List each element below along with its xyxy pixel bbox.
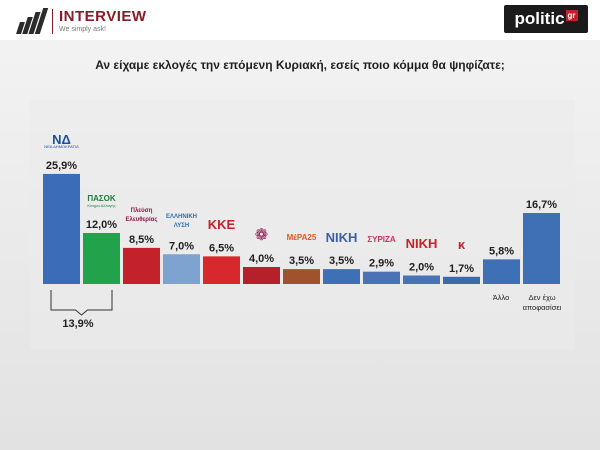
bar-3 (163, 254, 200, 284)
bar-8 (363, 271, 400, 284)
bar-0 (43, 173, 80, 284)
party-logo-text-3: ΕΛΛΗΝΙΚΗ ΛΥΣΗ (165, 214, 197, 230)
party-logo-0: ΝΔ ΝΕΑ ΔΗΜΟΚΡΑΤΙΑ (41, 128, 82, 156)
party-logo-3: ΕΛΛΗΝΙΚΗ ΛΥΣΗ (161, 208, 202, 236)
party-logo-sub-1: Κίνημα Αλλαγής (87, 203, 116, 208)
bar-5 (243, 267, 280, 284)
value-label-4: 6,5% (209, 242, 234, 254)
party-logo-text-1: ΠΑΣΟΚ (87, 194, 116, 203)
bar-2 (123, 247, 160, 284)
politic-logo: politic gr (504, 5, 588, 33)
party-logo-text-9: ΝΙΚΗ (405, 236, 438, 251)
value-label-10: 1,7% (449, 263, 474, 275)
category-label-other: Άλλο (492, 293, 510, 302)
value-label-1: 12,0% (86, 219, 117, 231)
party-logo-5: ❁ (241, 221, 282, 249)
bar-10 (443, 276, 480, 284)
bar-6 (283, 269, 320, 284)
bar-9 (403, 275, 440, 284)
value-label-2: 8,5% (129, 234, 154, 246)
party-logo-9: ΝΙΚΗ (401, 230, 442, 258)
party-logo-sub-0: ΝΕΑ ΔΗΜΟΚΡΑΤΙΑ (44, 143, 79, 149)
brand-title: INTERVIEW (59, 7, 147, 25)
party-logo-2: Πλεύση Ελευθερίας (121, 202, 162, 230)
publisher-name: politic (514, 9, 565, 28)
value-label-9: 2,0% (409, 262, 434, 274)
value-label-8: 2,9% (369, 258, 394, 270)
survey-question: Αν είχαμε εκλογές την επόμενη Κυριακή, ε… (95, 58, 505, 72)
header: INTERVIEW We simply ask! politic gr (0, 0, 600, 40)
brand-subtitle: We simply ask! (59, 25, 106, 33)
party-logo-8: ΣΥΡΙΖΑ (361, 226, 402, 254)
interview-logo: INTERVIEW We simply ask! (16, 6, 147, 36)
party-logo-text-4: ΚΚΕ (207, 216, 236, 232)
party-logo-text-7: ΝΙΚΗ (325, 229, 358, 245)
party-logo-text-2: Πλεύση Ελευθερίας (125, 207, 158, 223)
value-label-11: 5,8% (489, 245, 514, 257)
value-label-3: 7,0% (169, 240, 194, 252)
value-label-12: 16,7% (526, 199, 557, 211)
value-label-6: 3,5% (289, 255, 314, 267)
bar-1 (83, 233, 120, 284)
bar-12 (523, 213, 560, 284)
party-logo-text-10: κ (457, 237, 466, 253)
party-logo-text-8: ΣΥΡΙΖΑ (367, 235, 396, 245)
party-logo-text-6: ΜέΡΑ25 (286, 232, 317, 242)
publisher-suffix: gr (565, 9, 578, 21)
party-logo-7: ΝΙΚΗ (321, 223, 362, 251)
value-label-7: 3,5% (329, 255, 354, 267)
chart-panel (30, 100, 575, 350)
bracket-total-label: 13,9% (62, 318, 94, 330)
undecided-line-1: Δεν έχω (528, 293, 556, 302)
value-label-0: 25,9% (46, 160, 77, 172)
party-logo-4: ΚΚΕ (201, 210, 242, 238)
party-logo-text-0: ΝΔ (52, 131, 71, 147)
category-label-undecided: Δεν έχω αποφασίσει (516, 293, 568, 313)
bar-7 (323, 269, 360, 284)
undecided-line-2: αποφασίσει (522, 303, 562, 312)
party-logo-1: ΠΑΣΟΚ Κίνημα Αλλαγής (81, 187, 122, 215)
bar-4 (203, 256, 240, 284)
bar-11 (483, 259, 520, 284)
value-label-5: 4,0% (249, 253, 274, 265)
flower-icon: ❁ (254, 227, 269, 244)
bracket-line (50, 290, 113, 316)
party-logo-10: κ (441, 231, 482, 259)
party-logo-6: ΜέΡΑ25 (281, 223, 322, 251)
